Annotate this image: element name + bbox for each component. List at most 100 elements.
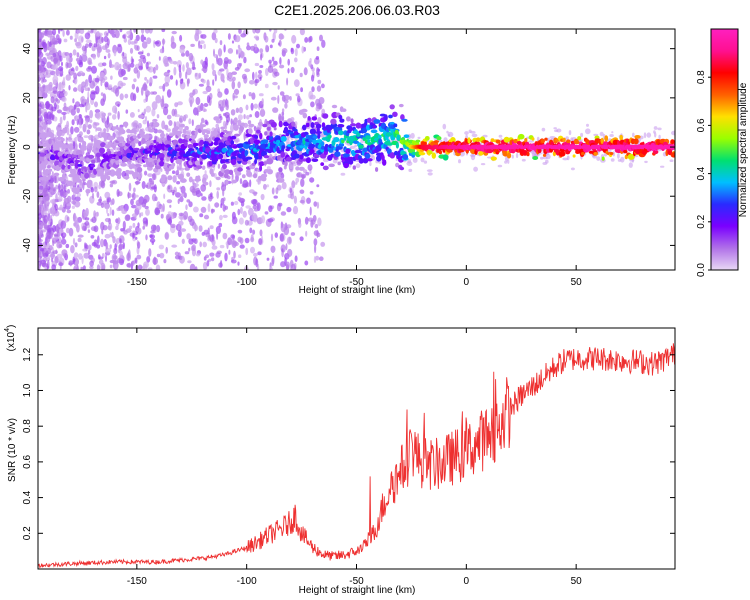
- heatmap-noise: [178, 64, 182, 73]
- heatmap-noise: [75, 264, 79, 270]
- heatmap-noise: [42, 78, 47, 83]
- heatmap-cell: [222, 136, 228, 142]
- heatmap-noise: [63, 38, 68, 43]
- heatmap-cell: [263, 155, 270, 159]
- heatmap-cell: [199, 161, 203, 165]
- heatmap-noise: [49, 199, 56, 204]
- heatmap-noise: [92, 91, 98, 95]
- heatmap-noise: [294, 255, 298, 262]
- heatmap-noise: [182, 64, 185, 72]
- heatmap-cell: [118, 136, 125, 143]
- heatmap-noise: [111, 253, 117, 262]
- heatmap-noise: [199, 241, 202, 248]
- heatmap-noise: [279, 57, 282, 65]
- heatmap-noise: [81, 225, 86, 231]
- heatmap-noise: [205, 85, 212, 93]
- heatmap-noise: [211, 234, 214, 242]
- heatmap-cell: [370, 129, 378, 134]
- heatmap-noise: [124, 93, 129, 99]
- snr-multiplier-base: (x10: [6, 331, 17, 351]
- heatmap-noise: [304, 37, 309, 43]
- heatmap-noise: [541, 127, 546, 132]
- heatmap-cell: [322, 113, 329, 119]
- heatmap-noise: [152, 257, 158, 265]
- heatmap-cell: [424, 136, 430, 141]
- heatmap-noise: [43, 215, 46, 223]
- heatmap-noise: [76, 29, 81, 34]
- heatmap-noise: [214, 74, 217, 82]
- heatmap-noise: [133, 29, 137, 33]
- heatmap-cell: [542, 153, 547, 157]
- heatmap-cell: [224, 169, 231, 175]
- heatmap-noise: [290, 263, 297, 270]
- heatmap-noise: [189, 218, 195, 226]
- heatmap-noise: [187, 260, 192, 264]
- heatmap-cell: [136, 166, 143, 173]
- heatmap-cell: [222, 129, 228, 133]
- heatmap-noise: [294, 57, 298, 63]
- heatmap-noise: [246, 42, 250, 47]
- heatmap-noise: [442, 123, 447, 130]
- heatmap-noise: [91, 46, 94, 51]
- heatmap-noise: [293, 79, 300, 87]
- heatmap-cell: [176, 130, 183, 135]
- heatmap-noise: [190, 43, 195, 48]
- heatmap-noise: [145, 184, 149, 188]
- heatmap-cell: [196, 165, 203, 170]
- heatmap-noise: [144, 36, 147, 41]
- heatmap-noise: [290, 66, 295, 74]
- heatmap-noise: [299, 72, 303, 78]
- heatmap-cell: [112, 126, 119, 130]
- heatmap-cell: [230, 158, 237, 166]
- heatmap-noise: [51, 264, 57, 270]
- heatmap-noise: [133, 187, 136, 193]
- heatmap-noise: [122, 34, 126, 39]
- heatmap-noise: [239, 165, 244, 168]
- heatmap-noise: [107, 29, 110, 34]
- heatmap-noise: [200, 59, 204, 65]
- heatmap-noise: [259, 229, 263, 237]
- heatmap-noise: [149, 76, 153, 86]
- heatmap-noise: [61, 238, 67, 245]
- heatmap-noise: [247, 161, 252, 165]
- heatmap-noise: [126, 30, 132, 35]
- heatmap-noise: [57, 82, 64, 92]
- heatmap-noise: [646, 132, 652, 138]
- heatmap-noise: [242, 210, 247, 218]
- heatmap-cell: [39, 155, 44, 162]
- heatmap-cell: [201, 118, 205, 123]
- heatmap-cell: [79, 156, 85, 161]
- heatmap-noise: [202, 241, 207, 248]
- heatmap-noise: [269, 61, 272, 68]
- heatmap-noise: [137, 122, 142, 129]
- heatmap-noise: [88, 244, 92, 251]
- heatmap-noise: [369, 154, 374, 158]
- heatmap-noise: [230, 118, 233, 125]
- heatmap-noise: [148, 248, 152, 257]
- heatmap-noise: [260, 193, 265, 201]
- heatmap-noise: [59, 116, 63, 125]
- y-tick-label: 0.2: [22, 526, 33, 540]
- heatmap-cell: [280, 136, 287, 142]
- heatmap-noise: [49, 35, 56, 43]
- heatmap-noise: [229, 238, 235, 245]
- heatmap-noise: [89, 119, 93, 123]
- heatmap-cell: [225, 179, 229, 186]
- heatmap-noise: [612, 151, 615, 157]
- heatmap-noise: [208, 234, 211, 241]
- heatmap-noise: [217, 163, 221, 169]
- heatmap-cell: [503, 136, 510, 143]
- snr-multiplier-close: ): [6, 325, 17, 328]
- heatmap-noise: [38, 57, 43, 63]
- heatmap-noise: [272, 32, 276, 41]
- heatmap-noise: [237, 81, 241, 89]
- heatmap-cell: [268, 135, 274, 142]
- heatmap-cell: [352, 165, 356, 170]
- heatmap-noise: [88, 74, 92, 84]
- heatmap-noise: [237, 261, 240, 266]
- heatmap-cell: [233, 124, 239, 131]
- heatmap-cell: [609, 152, 614, 155]
- heatmap-cell: [213, 116, 220, 121]
- heatmap-noise: [76, 57, 80, 62]
- heatmap-noise: [170, 35, 175, 45]
